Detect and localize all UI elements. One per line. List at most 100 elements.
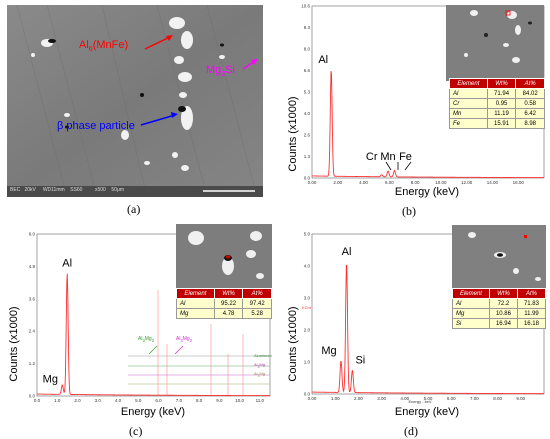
x-tick-label: 8.00 <box>493 396 502 401</box>
composition-table-c: Element Wt% At% Al 95.22 97.42 Mg 4.78 5.28 <box>176 288 272 319</box>
x-tick-label: 11.0 <box>256 398 265 403</box>
value-cell: 4.78 <box>213 308 244 319</box>
x-tick-label: 9.0 <box>216 398 223 403</box>
peak-label-fe: Fe <box>399 151 412 163</box>
y-tick-label: 1.0 <box>304 360 311 365</box>
y-tick-label: 2.6 <box>304 133 311 138</box>
value-cell: 72.2 <box>488 298 518 309</box>
y-tick-label: 0.0 <box>304 176 311 181</box>
x-tick-label: 4.00 <box>359 180 368 185</box>
element-cell: Mg <box>452 308 490 319</box>
reference-strips-c <box>128 290 270 396</box>
info-mode: BEC <box>10 187 21 193</box>
element-cell: Al <box>449 88 488 99</box>
table-header: At% <box>242 288 272 299</box>
xlabel-d: Energy (keV) <box>395 406 459 418</box>
sem-inset-d <box>452 225 546 291</box>
y-tick-label: 0.0 <box>29 394 36 399</box>
x-tick-label: 0.00 <box>308 180 317 185</box>
element-cell: Al <box>176 298 215 309</box>
sem-inset-c <box>176 224 272 288</box>
caption-b: (b) <box>402 204 416 218</box>
y-tick-label: 6.0 <box>29 232 36 237</box>
y-tick-label: 5.3 <box>304 90 311 95</box>
table-row: Cr 0.95 0.58 <box>449 98 545 109</box>
ref-label-al3mg2-a: Al3Mg <box>254 362 265 369</box>
y-tick-label: 3.6 <box>29 296 36 301</box>
x-tick-label: 0.0 <box>34 398 41 403</box>
table-header: Element <box>452 288 490 299</box>
table-header: Element <box>449 78 488 89</box>
table-row: Al 95.22 97.42 <box>176 298 272 309</box>
x-tick-label: 16.00 <box>513 180 525 185</box>
x-tick-label: 6.0 <box>155 398 162 403</box>
x-tick-label: 10.00 <box>435 180 447 185</box>
caption-a: (a) <box>127 202 141 216</box>
x-tick-label: 2.00 <box>354 396 363 401</box>
value-cell: 84.02 <box>515 88 545 99</box>
x-tick-label: 12.00 <box>461 180 473 185</box>
x-tick-label: 7.0 <box>176 398 183 403</box>
x-tick-label: 4.00 <box>400 396 409 401</box>
peak-label-mg: Mg <box>43 374 58 386</box>
value-cell: 95.22 <box>213 298 244 309</box>
element-cell: Al <box>452 298 490 309</box>
x-tick-label: 5.00 <box>424 396 433 401</box>
kcnt-label: KCnt <box>302 305 312 310</box>
table-row: Mn 11.19 6.42 <box>449 108 545 119</box>
eds-chart-d: Counts (x1000) Energy (keV) 0.0 1.0 2.0 3.0… <box>287 232 545 418</box>
y-tick-label: 9.3 <box>304 25 311 30</box>
value-cell: 11.19 <box>486 108 517 119</box>
xlabel-b: Energy (keV) <box>395 186 459 198</box>
table-header: Wt% <box>213 288 244 299</box>
peak-label-al: Al <box>342 246 352 258</box>
table-row: Si 16.94 16.18 <box>452 318 547 329</box>
element-cell: Cr <box>449 98 488 109</box>
info-scale: 50μm <box>111 187 124 193</box>
x-tick-label: 5.0 <box>135 398 142 403</box>
x-tick-label: 9.00 <box>516 396 525 401</box>
spectrum-line <box>312 71 544 179</box>
table-row: Al 72.2 71.83 <box>452 298 547 309</box>
x-tick-label: 3.00 <box>377 396 386 401</box>
value-cell: 11.99 <box>516 308 547 319</box>
caption-d: (d) <box>404 424 418 438</box>
x-tick-label: 8.0 <box>196 398 203 403</box>
y-tick-label: 1.3 <box>304 154 311 159</box>
composition-table-b: Element Wt% At% Al 71.94 84.02 Cr 0.95 0.58 Mn 11… <box>449 78 545 129</box>
value-cell: 15.91 <box>486 118 517 129</box>
value-cell: 0.95 <box>486 98 517 109</box>
info-ss: SS60 <box>70 187 83 193</box>
x-tick-label: 7.00 <box>470 396 479 401</box>
table-header: Element <box>176 288 215 299</box>
y-tick-label: 8.0 <box>304 47 311 52</box>
x-tick-label: 1.0 <box>54 398 61 403</box>
overlay-al3mg2-green: Al3Mg2 <box>138 336 155 343</box>
y-tick-label: 6.6 <box>304 68 311 73</box>
x-tick-label: 6.00 <box>385 180 394 185</box>
peak-label-al: Al <box>62 258 72 270</box>
table-row: Fe 15.91 8.98 <box>449 118 545 129</box>
y-tick-label: 4.0 <box>304 264 311 269</box>
table-row: Mg 10.86 11.99 <box>452 308 547 319</box>
small-axis-label-d: Energy - keV <box>408 399 431 404</box>
peak-label-mg: Mg <box>321 345 336 357</box>
y-tick-label: 2.4 <box>29 329 36 334</box>
x-tick-label: 4.0 <box>115 398 122 403</box>
table-row: Mg 4.78 5.28 <box>176 308 272 319</box>
value-cell: 71.94 <box>486 88 517 99</box>
x-tick-label: 6.00 <box>447 396 456 401</box>
x-tick-label: 10.0 <box>235 398 244 403</box>
y-tick-label: 4.8 <box>29 264 36 269</box>
info-voltage: 20kV <box>24 187 36 193</box>
ref-label-aluminum: Aluminum <box>254 353 272 358</box>
table-header: Wt% <box>488 288 518 299</box>
spectrum-line <box>311 264 544 395</box>
value-cell: 0.58 <box>515 98 545 109</box>
caption-c: (c) <box>129 424 143 438</box>
element-cell: Mn <box>449 108 488 119</box>
x-tick-label: 14.00 <box>487 180 499 185</box>
ylabel-d: Counts (x1000) <box>287 306 299 381</box>
element-cell: Si <box>452 318 490 329</box>
peak-label-si: Si <box>355 355 365 367</box>
